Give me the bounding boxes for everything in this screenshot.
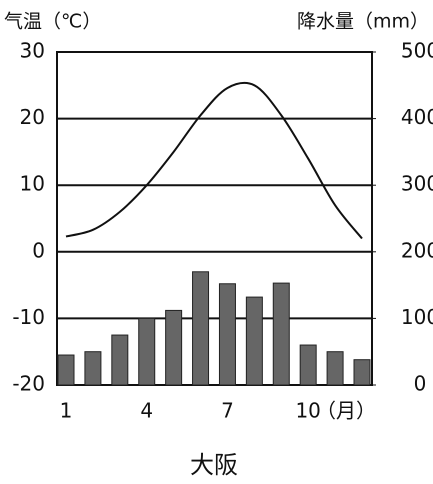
precip-bar <box>245 296 263 386</box>
y-tick-label: 0 <box>32 238 45 262</box>
precip-bar <box>326 351 344 386</box>
x-tick-label: 4 <box>140 399 153 423</box>
precip-bar <box>299 344 317 386</box>
precip-bar <box>353 359 371 386</box>
plot-frame <box>56 51 373 386</box>
precip-bar <box>272 282 290 386</box>
x-axis-title: （月） <box>316 399 376 423</box>
precip-bar <box>57 354 75 386</box>
x-tick-label: 10 <box>295 399 320 423</box>
x-tick-label: 7 <box>221 399 234 423</box>
y2-tick-label: 100 <box>401 305 433 329</box>
y2-axis-title: 降水量（mm） <box>297 11 429 33</box>
y2-tick-label: 0 <box>414 372 427 396</box>
precip-bar <box>165 309 183 386</box>
y-tick-label: 20 <box>20 105 45 129</box>
y2-tick-label: 400 <box>401 105 433 129</box>
y-axis-title: 气温（℃） <box>4 11 101 33</box>
temp-line <box>65 81 363 240</box>
chart-title: 大阪 <box>190 451 238 479</box>
y2-tick-label: 300 <box>401 172 433 196</box>
precip-bar <box>84 351 102 386</box>
x-tick-label: 1 <box>60 399 73 423</box>
y2-tick-label: 500 <box>401 39 433 63</box>
precip-bar <box>138 317 156 386</box>
precip-bar <box>111 334 129 386</box>
precip-bar <box>218 283 236 386</box>
y-tick-label: 10 <box>20 172 45 196</box>
y2-tick-label: 200 <box>401 238 433 262</box>
precip-bar <box>192 271 210 386</box>
y-tick-label: -10 <box>12 305 45 329</box>
y-tick-label: 30 <box>20 39 45 63</box>
y-tick-label: -20 <box>12 372 45 396</box>
